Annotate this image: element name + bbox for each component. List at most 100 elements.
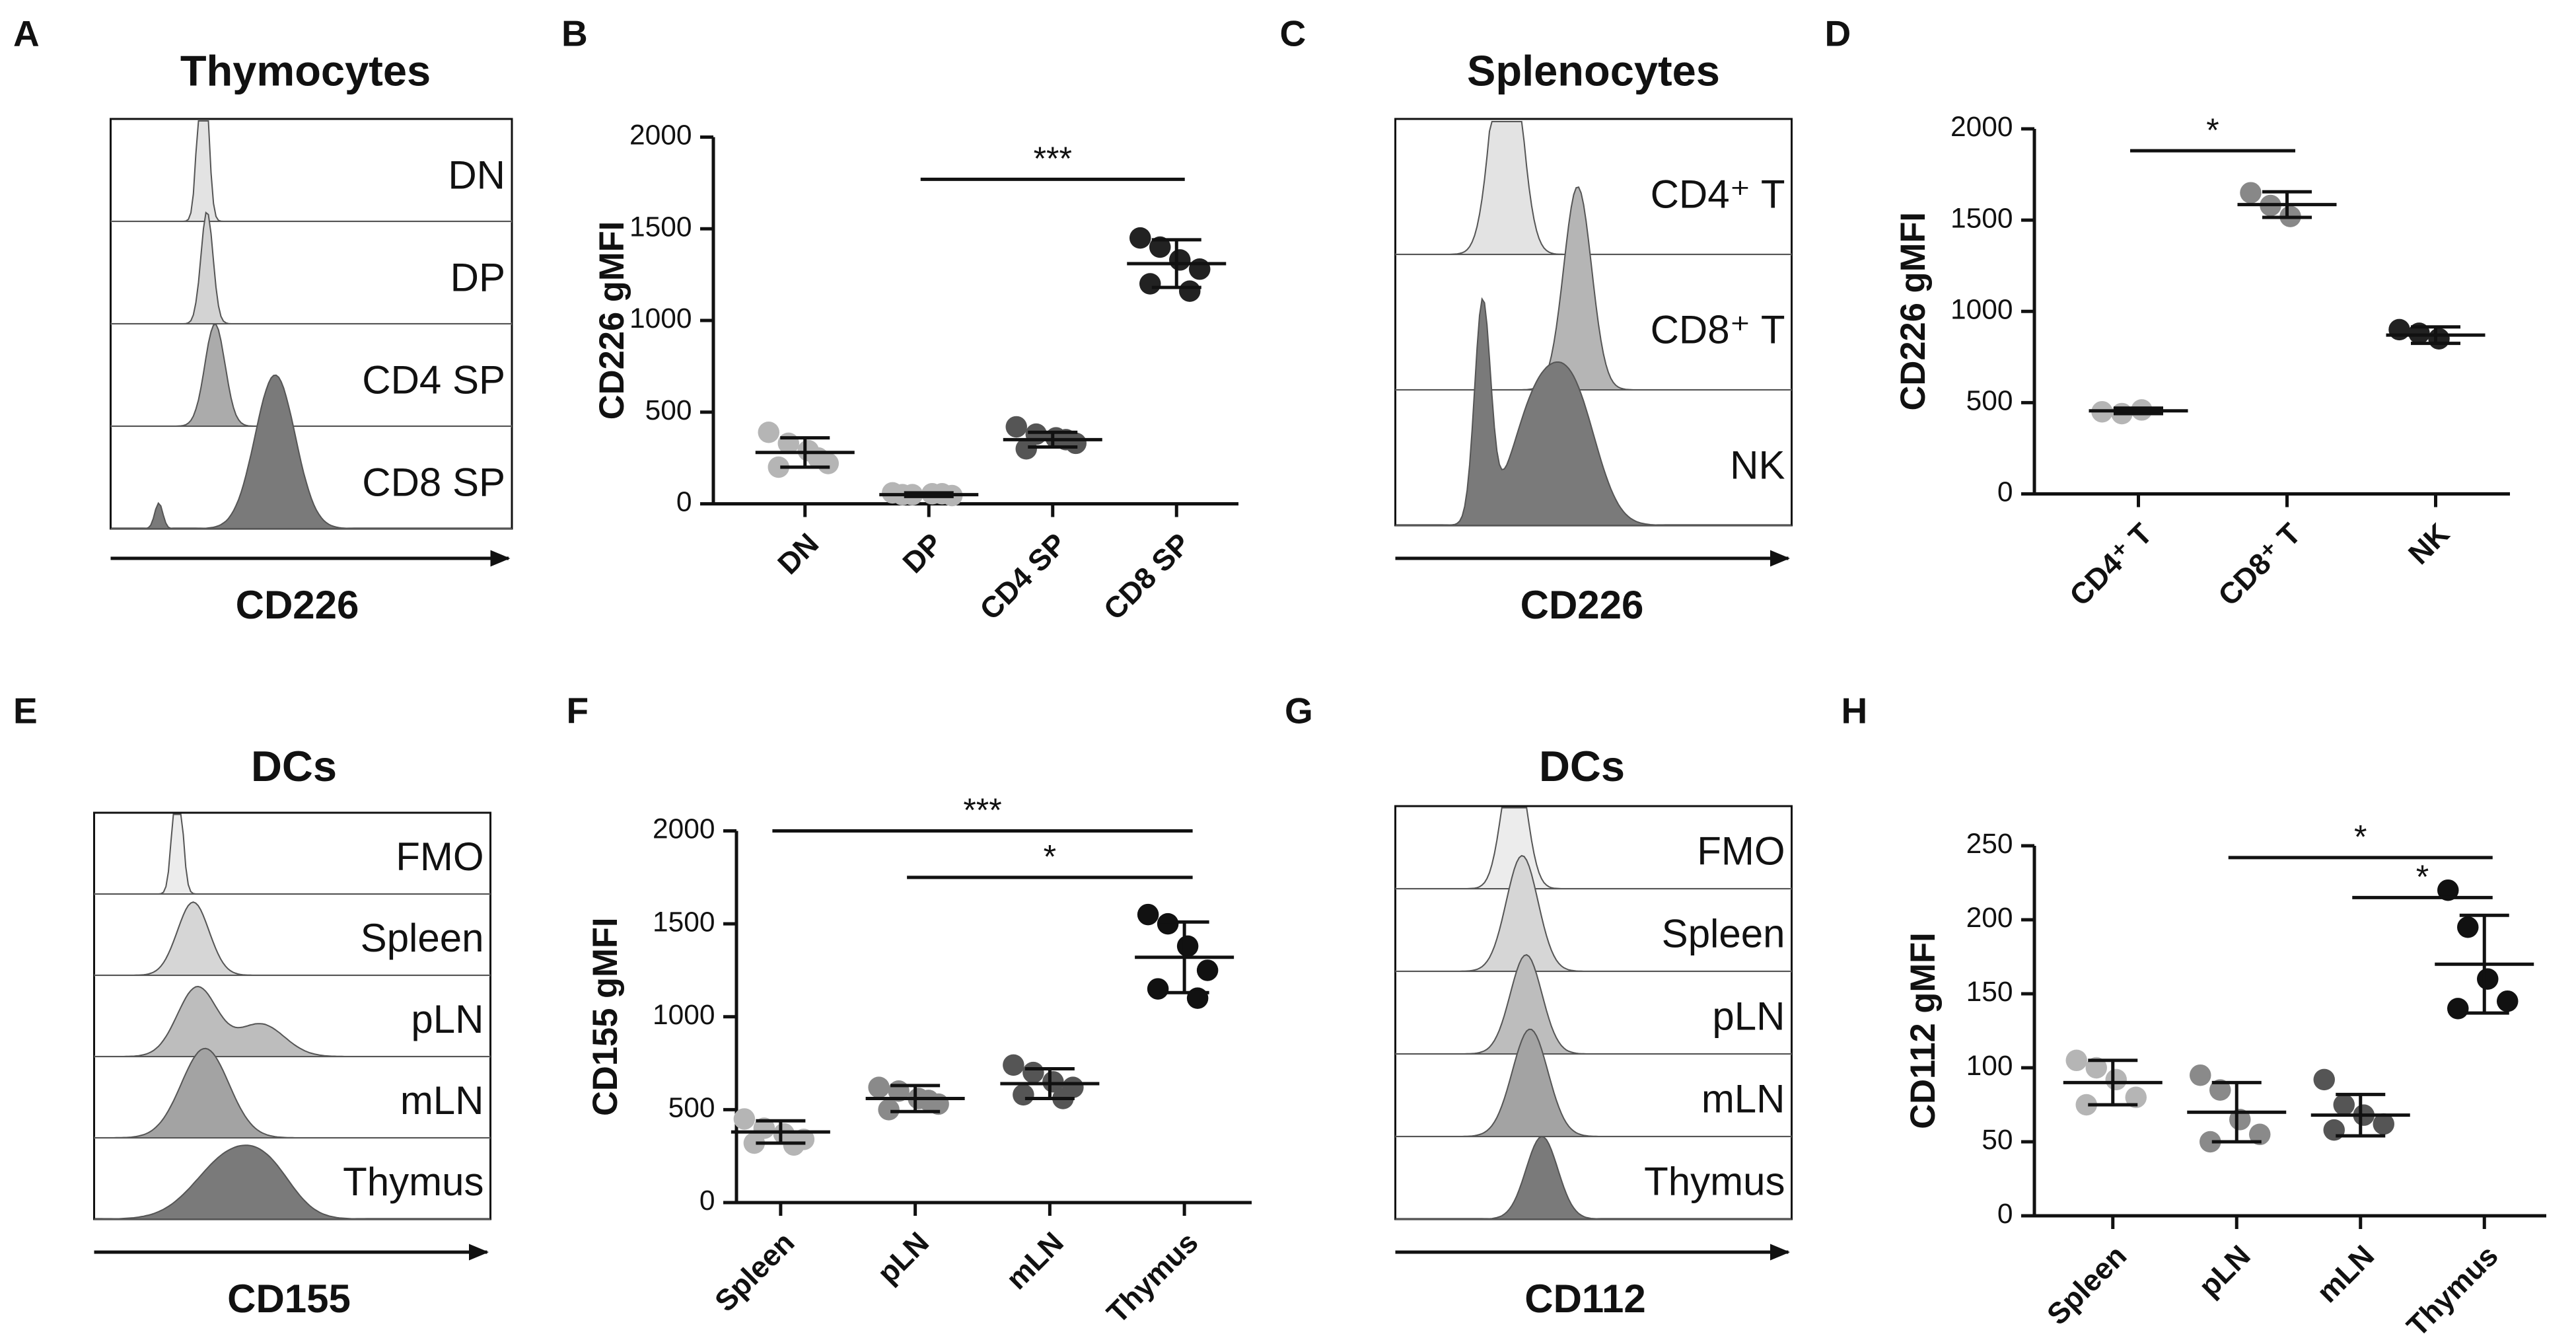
- x-axis-label: CD155: [227, 1277, 351, 1321]
- y-tick-label: 0: [699, 1185, 715, 1216]
- panel-letter: D: [1825, 13, 1851, 54]
- significance-label: *: [2206, 112, 2219, 149]
- data-point: [758, 422, 779, 443]
- y-tick-label: 1500: [653, 907, 715, 938]
- data-point: [2373, 1113, 2394, 1135]
- data-point: [2229, 1109, 2251, 1131]
- x-tick-label: Thymus: [1100, 1225, 1205, 1329]
- data-point: [2388, 318, 2410, 341]
- data-point: [743, 1132, 766, 1154]
- row-label: FMO: [396, 835, 483, 879]
- y-tick-label: 500: [645, 395, 692, 426]
- y-tick-label: 2000: [1950, 112, 2013, 143]
- data-point: [1005, 416, 1027, 438]
- row-label: Spleen: [1662, 911, 1785, 955]
- data-point: [1189, 258, 1211, 280]
- data-point: [1129, 227, 1151, 249]
- panel-letter: H: [1842, 690, 1868, 731]
- row-label: mLN: [1701, 1076, 1785, 1121]
- histogram-curve: [94, 813, 491, 895]
- data-point: [2447, 998, 2469, 1020]
- row-label: DP: [450, 256, 505, 300]
- x-tick-label: CD4 SP: [973, 527, 1073, 626]
- data-point: [1196, 959, 1219, 981]
- y-tick-label: 0: [1997, 1199, 2013, 1230]
- significance-label: *: [2354, 819, 2367, 856]
- row-label: Thymus: [1644, 1159, 1785, 1203]
- data-point: [1015, 438, 1037, 460]
- data-point: [1186, 987, 1209, 1009]
- panel-letter: A: [13, 13, 40, 54]
- y-tick-label: 1000: [1950, 294, 2013, 325]
- panel-letter: B: [561, 13, 588, 54]
- significance-label: ***: [963, 792, 1001, 829]
- data-point: [878, 1099, 900, 1121]
- data-point: [2333, 1094, 2355, 1116]
- row-label: Thymus: [343, 1160, 483, 1204]
- x-tick-label: pLN: [871, 1225, 935, 1290]
- y-tick-label: 500: [1966, 386, 2013, 417]
- x-tick-label: CD8⁺ T: [2211, 517, 2307, 613]
- y-tick-label: 500: [668, 1093, 715, 1124]
- data-point: [1139, 273, 1161, 295]
- y-tick-label: 250: [1966, 829, 2013, 860]
- data-point: [2105, 1068, 2127, 1091]
- row-label: DN: [448, 153, 505, 198]
- histogram-curve: [1395, 1028, 1792, 1137]
- data-point: [2477, 968, 2499, 990]
- data-point: [1003, 1054, 1024, 1076]
- y-tick-label: 150: [1966, 977, 2013, 1008]
- data-point: [768, 456, 789, 478]
- y-tick-label: 2000: [653, 814, 715, 845]
- histogram-curve: [1395, 297, 1792, 526]
- x-tick-label: mLN: [999, 1225, 1070, 1296]
- row-label: CD8⁺ T: [1651, 308, 1785, 352]
- y-tick-label: 1000: [653, 1000, 715, 1031]
- histogram-curve: [94, 1144, 491, 1220]
- x-tick-label: Spleen: [2040, 1238, 2133, 1331]
- histogram-curve: [110, 374, 513, 529]
- row-label: NK: [1730, 443, 1785, 488]
- data-point: [2313, 1068, 2335, 1091]
- y-tick-label: 2000: [629, 120, 692, 151]
- x-tick-label: CD4⁺ T: [2063, 517, 2159, 613]
- data-point: [1022, 1061, 1044, 1084]
- y-tick-label: 200: [1966, 903, 2013, 934]
- significance-label: *: [2416, 858, 2429, 895]
- x-tick-label: Thymus: [2400, 1238, 2505, 1342]
- data-point: [2200, 1131, 2221, 1153]
- significance-label: *: [1044, 839, 1056, 876]
- y-axis-label: CD112 gMFI: [1904, 932, 1943, 1129]
- data-point: [1149, 236, 1171, 258]
- data-point: [2497, 990, 2519, 1012]
- panel-letter: G: [1285, 690, 1313, 731]
- data-point: [1176, 935, 1199, 957]
- x-tick-label: pLN: [2192, 1238, 2257, 1303]
- x-axis-label: CD226: [236, 583, 359, 627]
- panel-letter: E: [13, 690, 38, 731]
- x-tick-label: mLN: [2310, 1238, 2380, 1309]
- data-point: [2249, 1123, 2271, 1146]
- histogram-curve: [94, 901, 491, 976]
- histogram-curve: [94, 1047, 491, 1138]
- data-point: [2190, 1064, 2211, 1086]
- row-label: mLN: [400, 1078, 484, 1123]
- x-tick-label: NK: [2402, 517, 2456, 571]
- histogram-curve: [110, 323, 513, 427]
- data-point: [2428, 328, 2450, 350]
- data-point: [1169, 249, 1191, 271]
- data-point: [2437, 879, 2459, 901]
- data-point: [2125, 1086, 2147, 1109]
- x-tick-label: Spleen: [708, 1225, 801, 1318]
- histogram-curve: [110, 120, 513, 222]
- histogram-curve: [94, 985, 491, 1057]
- data-point: [1137, 903, 1159, 926]
- x-tick-label: DP: [896, 527, 948, 579]
- row-label: CD4⁺ T: [1651, 172, 1785, 217]
- y-tick-label: 1500: [629, 211, 692, 242]
- data-point: [2065, 1049, 2087, 1072]
- row-label: pLN: [1712, 994, 1785, 1038]
- panel-letter: F: [567, 690, 589, 731]
